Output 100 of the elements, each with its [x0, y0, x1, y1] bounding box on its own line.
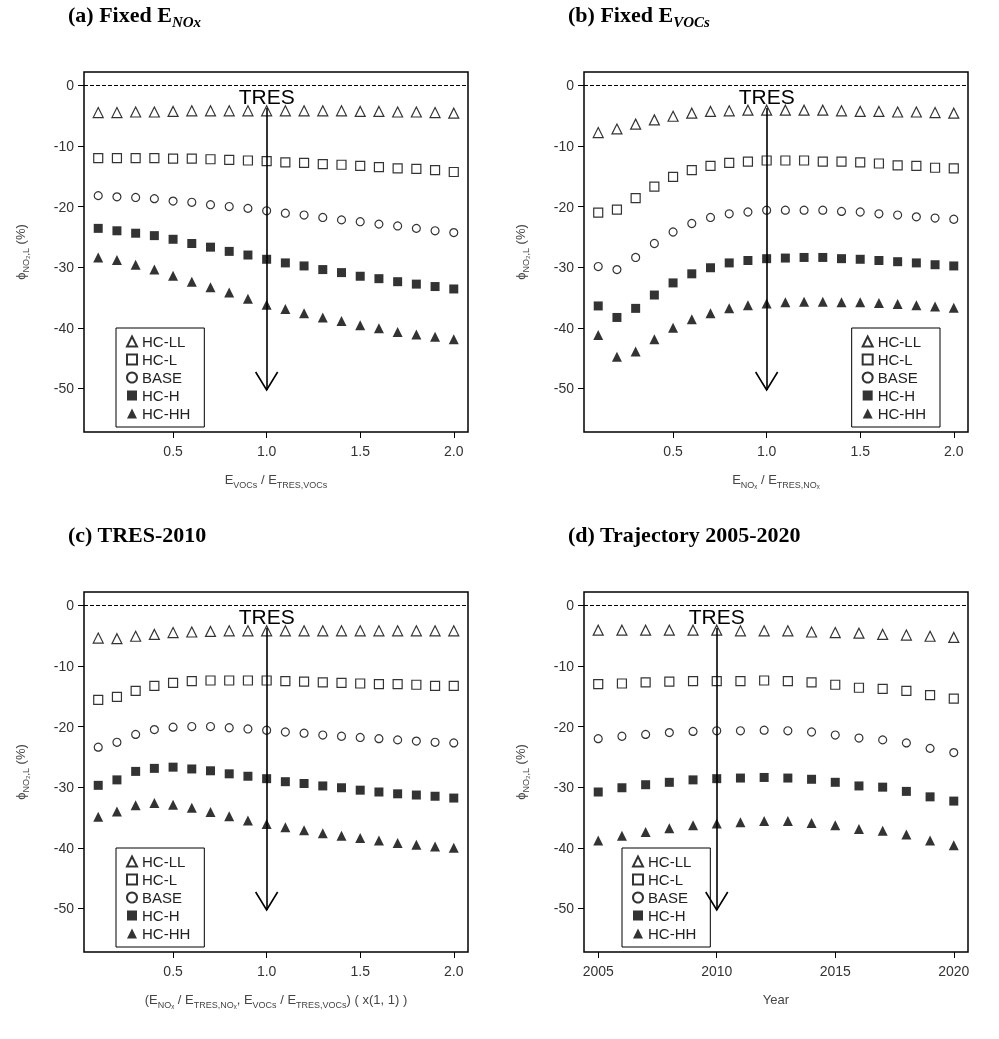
- point: [705, 160, 716, 172]
- point: [130, 152, 141, 164]
- point: [667, 171, 679, 182]
- x-tick-label: 2010: [701, 963, 733, 979]
- point: [243, 203, 253, 213]
- x-axis-title: E$_{VOCs}$ / E$_{TRES,VOCs}$: [224, 472, 328, 490]
- point: [799, 296, 810, 307]
- point: [829, 627, 841, 639]
- point: [743, 255, 753, 265]
- point: [759, 675, 770, 686]
- point: [617, 731, 627, 741]
- point: [874, 255, 884, 265]
- point: [187, 764, 197, 774]
- point: [317, 105, 329, 117]
- point: [837, 254, 846, 264]
- point: [374, 219, 384, 229]
- x-tick-label: 2020: [938, 963, 970, 979]
- point: [168, 762, 178, 772]
- point: [593, 835, 604, 846]
- point: [640, 827, 651, 837]
- point: [280, 157, 291, 168]
- point: [411, 679, 422, 690]
- point: [449, 738, 459, 748]
- point: [705, 308, 716, 319]
- point: [798, 104, 810, 116]
- point: [298, 625, 310, 637]
- ref-line-label: TRES: [738, 85, 795, 108]
- point: [354, 105, 366, 117]
- point: [449, 228, 459, 238]
- y-tick-label: -40: [553, 319, 575, 336]
- point: [723, 105, 735, 117]
- point: [112, 226, 122, 236]
- x-tick-label: 0.5: [163, 443, 184, 459]
- point: [448, 107, 460, 119]
- legend-label: HC-LL: [648, 853, 692, 870]
- point: [131, 766, 141, 776]
- point: [877, 825, 888, 836]
- point: [688, 820, 699, 831]
- point: [111, 633, 123, 645]
- point: [224, 769, 234, 779]
- point: [854, 781, 864, 791]
- legend-label: HC-H: [648, 907, 686, 924]
- ref-line-label: TRES: [238, 85, 295, 108]
- point: [874, 209, 884, 219]
- legend-label: HC-LL: [877, 333, 922, 350]
- point: [149, 680, 160, 692]
- point: [93, 742, 103, 752]
- point: [205, 807, 216, 817]
- point: [411, 790, 421, 800]
- point: [817, 104, 829, 116]
- point: [168, 799, 179, 810]
- point: [925, 835, 936, 846]
- point: [949, 261, 959, 271]
- point: [742, 156, 754, 167]
- point: [929, 107, 941, 119]
- point: [242, 625, 254, 637]
- point: [318, 212, 328, 223]
- ref-line-label: TRES: [238, 605, 295, 628]
- point: [186, 153, 197, 164]
- point: [355, 833, 366, 844]
- point: [780, 297, 791, 308]
- point: [900, 629, 912, 641]
- point: [111, 254, 122, 265]
- point: [392, 163, 403, 174]
- point: [205, 154, 216, 165]
- point: [317, 828, 328, 839]
- point: [167, 153, 179, 164]
- point: [149, 152, 160, 164]
- point: [373, 162, 385, 173]
- point: [243, 724, 253, 734]
- x-tick-label: 2.0: [444, 963, 464, 979]
- point: [830, 730, 840, 740]
- point: [855, 297, 866, 308]
- point: [149, 797, 160, 808]
- point: [392, 106, 404, 118]
- point: [930, 260, 940, 270]
- point: [298, 105, 310, 117]
- point: [854, 733, 864, 743]
- x-tick-label: 0.5: [663, 443, 684, 459]
- point: [280, 303, 291, 314]
- point: [448, 680, 459, 692]
- point: [663, 624, 675, 636]
- point: [280, 822, 291, 833]
- legend-label: HC-LL: [142, 853, 186, 870]
- point: [893, 257, 903, 267]
- point: [167, 105, 179, 117]
- point: [243, 771, 253, 781]
- point: [205, 282, 216, 293]
- point: [411, 163, 422, 175]
- point: [280, 208, 290, 218]
- point: [112, 737, 122, 747]
- point: [336, 215, 347, 225]
- point: [929, 162, 941, 173]
- point: [649, 238, 659, 249]
- point: [318, 265, 328, 275]
- point: [186, 626, 198, 638]
- point: [855, 254, 865, 264]
- point: [724, 157, 735, 169]
- point: [130, 685, 141, 696]
- point: [686, 314, 697, 325]
